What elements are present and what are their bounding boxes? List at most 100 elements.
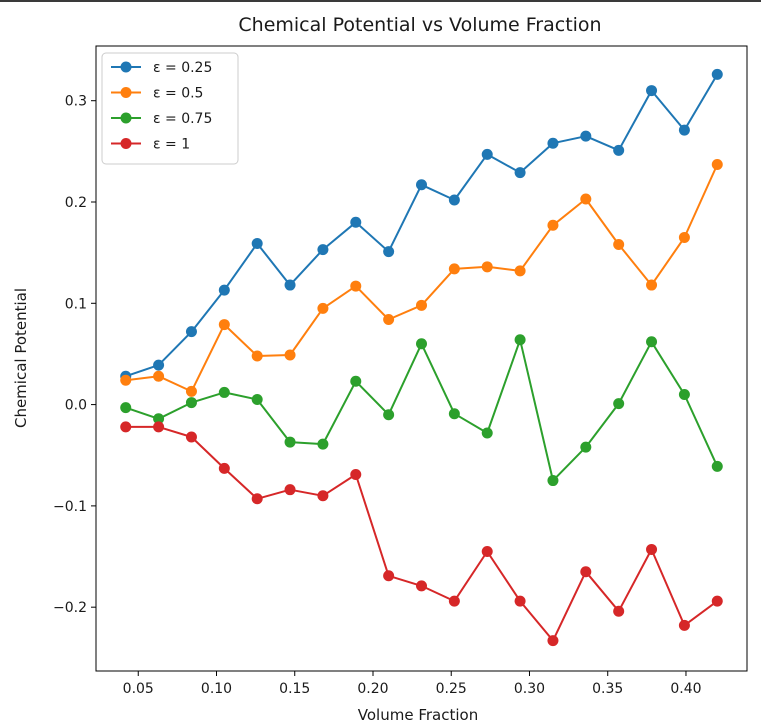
- data-point: [383, 570, 395, 582]
- legend-marker: [120, 87, 132, 98]
- data-point: [678, 231, 690, 243]
- data-point: [678, 124, 690, 136]
- data-point: [218, 284, 230, 296]
- data-point: [613, 398, 625, 410]
- data-point: [284, 436, 296, 448]
- data-point: [185, 326, 197, 338]
- legend-box: [101, 52, 239, 165]
- data-point: [448, 595, 460, 607]
- data-point: [153, 370, 165, 382]
- data-point: [185, 431, 197, 443]
- data-point: [711, 159, 723, 171]
- data-point: [448, 194, 460, 206]
- data-point: [120, 421, 132, 433]
- data-point: [613, 239, 625, 251]
- data-point: [350, 468, 362, 480]
- legend-marker: [120, 61, 132, 73]
- data-point: [580, 130, 592, 142]
- data-point: [547, 137, 559, 149]
- data-point: [416, 179, 427, 191]
- x-tick-label: 0.40: [670, 681, 701, 697]
- data-point: [251, 394, 263, 406]
- x-tick-label: 0.35: [592, 681, 623, 697]
- data-point: [481, 261, 493, 273]
- data-point: [646, 85, 658, 97]
- y-tick-label: −0.1: [53, 499, 87, 515]
- data-point: [416, 338, 427, 350]
- data-point: [514, 167, 526, 179]
- data-point: [481, 427, 493, 439]
- data-point: [218, 319, 230, 331]
- data-point: [383, 314, 395, 326]
- data-point: [481, 148, 493, 160]
- legend-label: ε = 0.5: [153, 86, 203, 102]
- x-tick-label: 0.25: [436, 681, 467, 697]
- data-point: [646, 336, 658, 348]
- legend: ε = 0.25 ε = 0.5 ε = 0.75 ε = 1: [101, 52, 239, 165]
- data-point: [317, 490, 329, 502]
- legend-label: ε = 1: [153, 137, 190, 153]
- top-border: [0, 0, 761, 2]
- data-point: [646, 279, 658, 291]
- data-point: [120, 374, 132, 386]
- data-point: [317, 244, 329, 256]
- data-point: [383, 409, 395, 421]
- data-point: [350, 216, 362, 228]
- data-point: [284, 484, 296, 496]
- data-point: [514, 595, 526, 607]
- x-tick-label: 0.15: [279, 681, 310, 697]
- data-point: [284, 349, 296, 361]
- y-tick-label: 0.1: [65, 296, 87, 312]
- data-point: [218, 386, 230, 398]
- data-point: [514, 265, 526, 277]
- chart-title: Chemical Potential vs Volume Fraction: [238, 14, 601, 36]
- series-layer: [120, 68, 723, 647]
- data-point: [383, 246, 395, 258]
- data-point: [481, 545, 493, 557]
- data-point: [350, 375, 362, 387]
- data-point: [448, 408, 460, 420]
- data-point: [678, 619, 690, 631]
- data-point: [416, 580, 427, 592]
- data-point: [153, 421, 165, 433]
- data-point: [251, 238, 263, 250]
- legend-label: ε = 0.25: [153, 60, 212, 76]
- data-point: [678, 388, 690, 400]
- data-point: [284, 279, 296, 291]
- data-point: [120, 402, 132, 414]
- x-tick-label: 0.20: [357, 681, 388, 697]
- x-tick-label: 0.05: [123, 681, 154, 697]
- data-point: [185, 397, 197, 409]
- data-point: [153, 413, 165, 425]
- data-point: [185, 385, 197, 397]
- y-axis-ticks: −0.2 −0.1 0.0 0.1 0.2 0.3: [53, 94, 96, 616]
- y-tick-label: 0.0: [65, 398, 87, 414]
- data-point: [547, 635, 559, 647]
- data-point: [251, 350, 263, 362]
- data-point: [350, 280, 362, 292]
- data-point: [711, 595, 723, 607]
- data-point: [317, 438, 329, 450]
- data-point: [547, 475, 559, 487]
- legend-marker: [120, 112, 132, 124]
- x-tick-label: 0.30: [514, 681, 545, 697]
- y-tick-label: 0.2: [65, 195, 87, 211]
- data-point: [580, 193, 592, 205]
- x-tick-label: 0.10: [201, 681, 232, 697]
- data-point: [580, 566, 592, 578]
- x-axis-ticks: 0.05 0.10 0.15 0.20 0.25 0.30 0.35 0.40: [123, 671, 702, 697]
- x-axis-label: Volume Fraction: [358, 706, 478, 722]
- data-point: [613, 144, 625, 156]
- data-point: [448, 263, 460, 275]
- data-point: [153, 359, 165, 371]
- data-point: [547, 219, 559, 231]
- data-point: [317, 302, 329, 314]
- legend-label: ε = 0.75: [153, 111, 212, 127]
- data-point: [613, 605, 625, 617]
- y-tick-label: −0.2: [53, 600, 87, 616]
- data-point: [646, 543, 658, 555]
- data-point: [711, 68, 723, 80]
- data-point: [416, 299, 427, 311]
